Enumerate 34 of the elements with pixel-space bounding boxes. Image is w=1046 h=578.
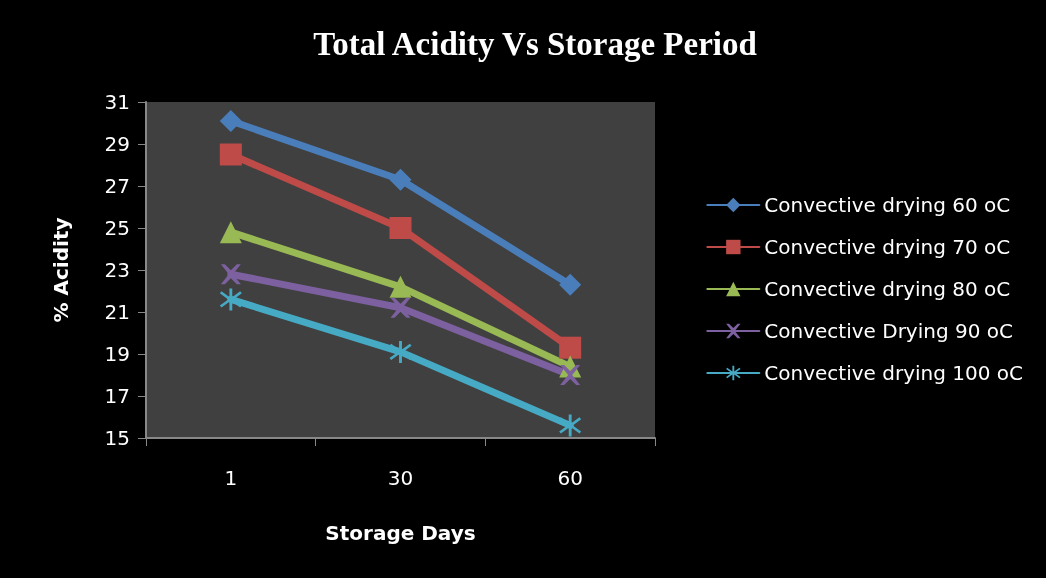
- x-axis-title: Storage Days: [325, 521, 476, 545]
- point: [389, 217, 412, 239]
- x-tick-label: 30: [387, 466, 414, 490]
- point: [559, 336, 582, 359]
- point: [219, 221, 242, 244]
- point: [219, 143, 242, 166]
- x-tick-label: 1: [224, 466, 238, 490]
- point: [389, 168, 412, 191]
- y-tick-label: 21: [104, 300, 130, 324]
- point: [219, 109, 242, 132]
- legend-label: Convective drying 80 oC: [764, 277, 1011, 301]
- y-tick-label: 23: [104, 258, 130, 282]
- y-tick-label: 17: [104, 384, 130, 408]
- point: [559, 273, 582, 296]
- point: [389, 340, 412, 363]
- legend-label: Convective drying 100 oC: [764, 361, 1024, 385]
- legend-label: Convective drying 70 oC: [764, 235, 1011, 259]
- legend-label: Convective Drying 90 oC: [764, 319, 1013, 343]
- point: [390, 297, 411, 318]
- point: [389, 275, 412, 298]
- chart-title: Total Acidity Vs Storage Period: [313, 25, 757, 62]
- legend-label: Convective drying 60 oC: [764, 193, 1011, 217]
- y-tick-label: 29: [104, 132, 130, 156]
- y-tick-label: 27: [104, 174, 130, 198]
- point: [560, 365, 581, 385]
- point: [219, 288, 242, 311]
- point: [559, 414, 582, 437]
- y-tick-label: 25: [104, 216, 130, 240]
- point: [220, 264, 241, 285]
- y-axis-title: % Acidity: [49, 217, 73, 323]
- x-tick-label: 60: [557, 466, 583, 490]
- y-tick-label: 19: [104, 342, 130, 366]
- y-tick-label: 15: [104, 426, 130, 450]
- y-tick-label: 31: [104, 90, 130, 114]
